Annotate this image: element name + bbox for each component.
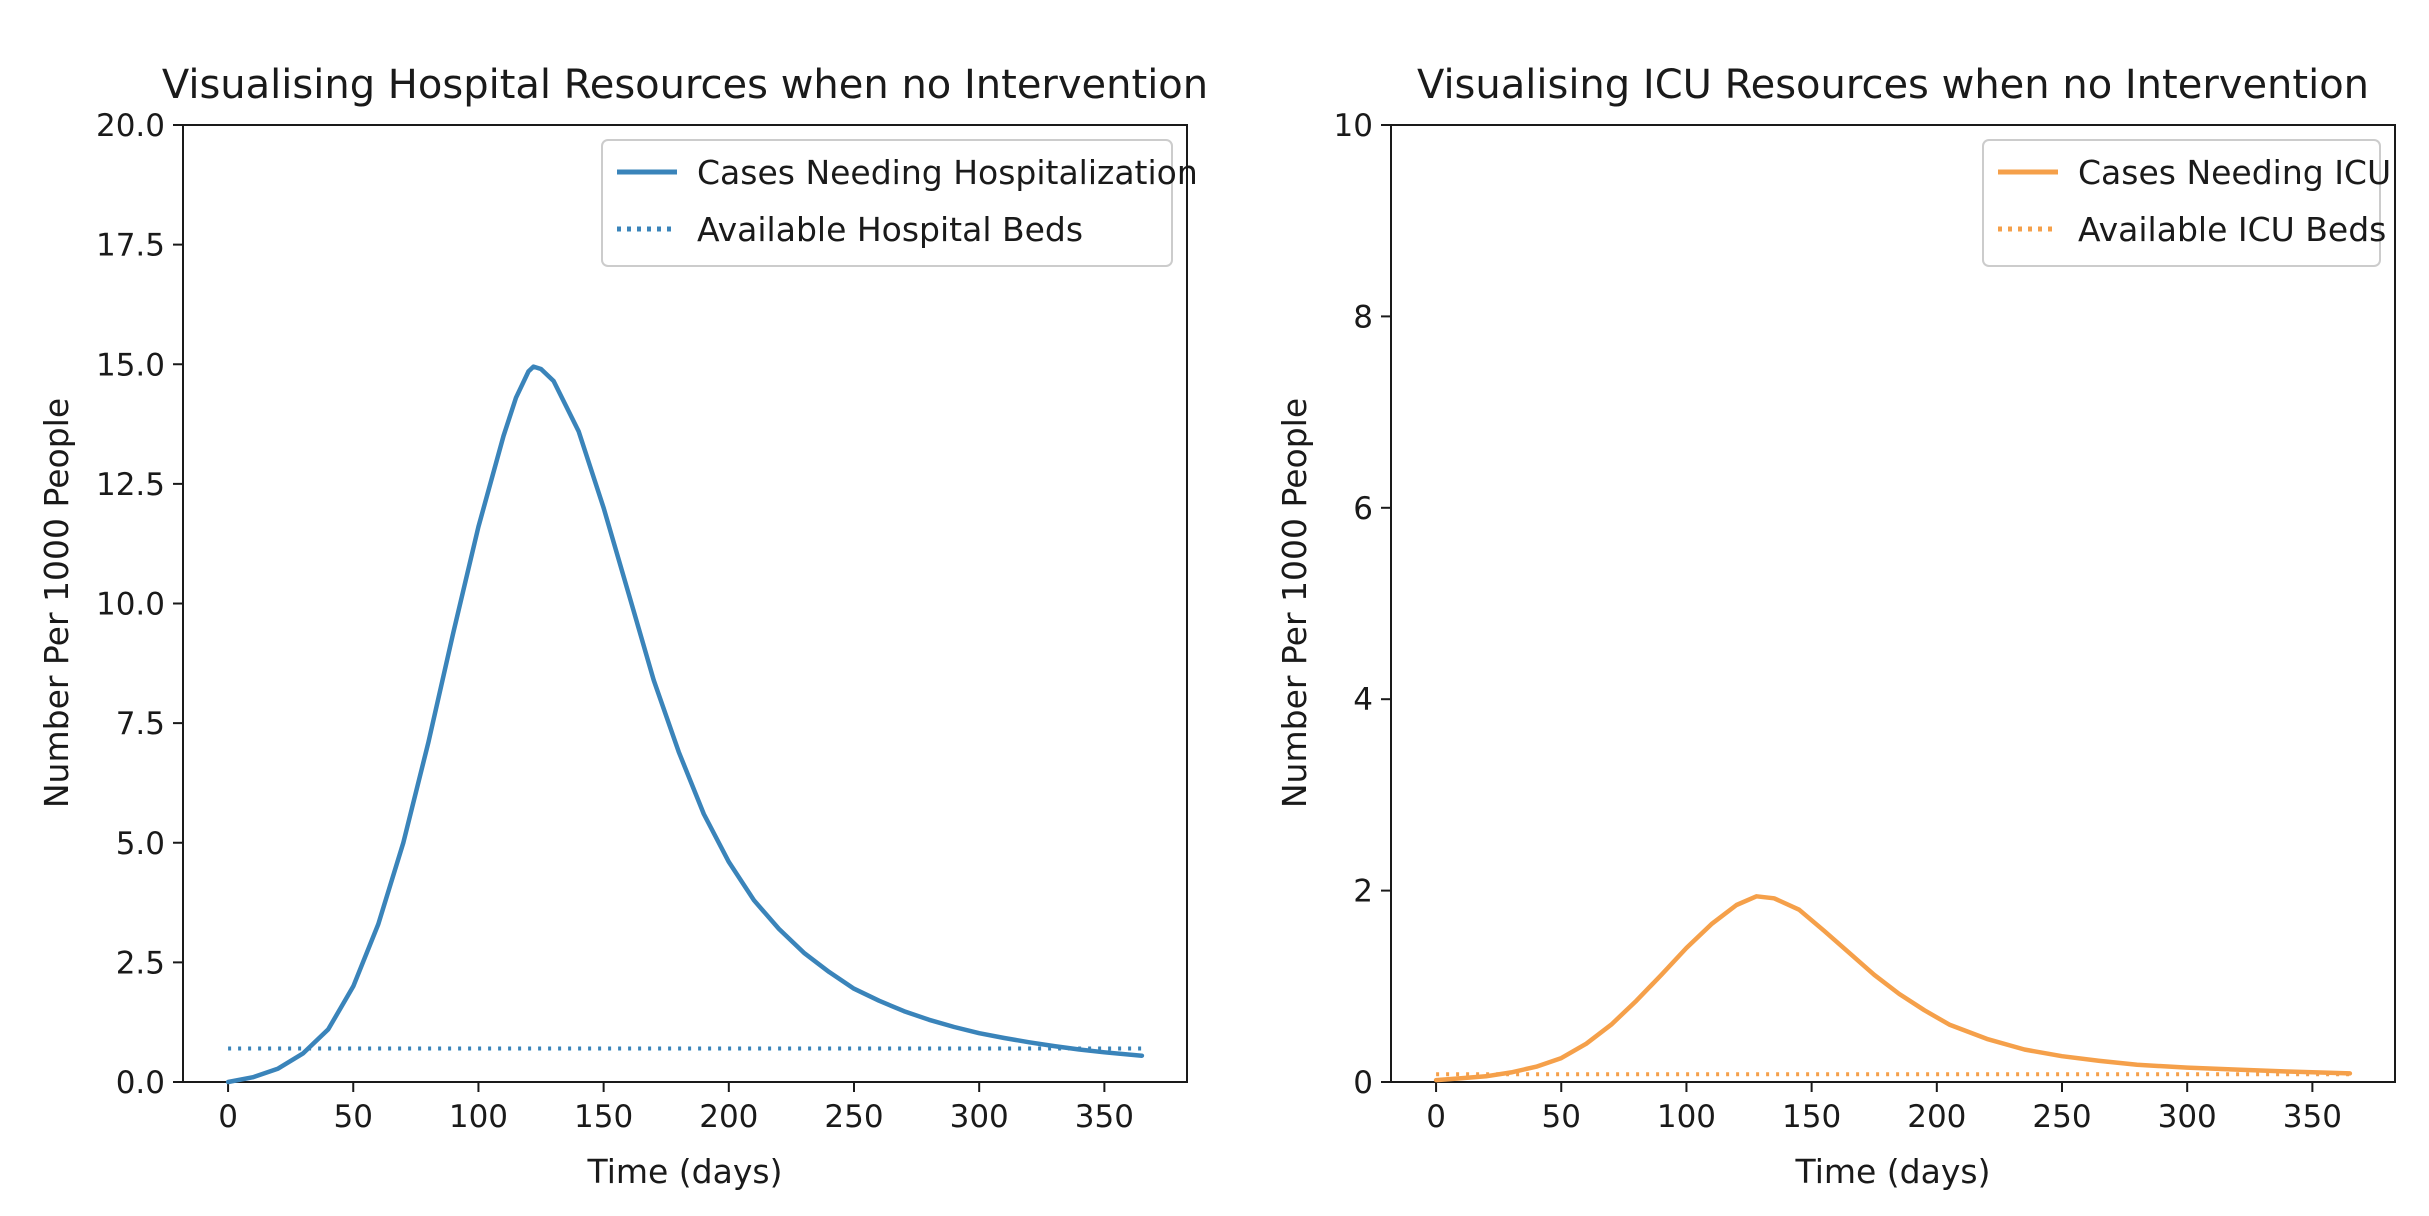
- legend-label: Available ICU Beds: [2078, 210, 2386, 249]
- y-axis-ticks: 0.0 2.5 5.0 7.5 10.0 12.5 15.0 17.5 20.0: [96, 108, 183, 1101]
- legend-label: Cases Needing ICU: [2078, 153, 2391, 192]
- legend-label: Available Hospital Beds: [697, 210, 1083, 249]
- x-tick-label: 0: [1426, 1099, 1446, 1135]
- legend: Cases Needing Hospitalization Available …: [601, 139, 1198, 267]
- x-tick-label: 150: [574, 1099, 633, 1135]
- y-tick-label: 12.5: [96, 467, 165, 503]
- x-axis-label: Time (days): [587, 1152, 783, 1191]
- legend-box: [601, 139, 1173, 267]
- legend-box: [1982, 139, 2381, 267]
- x-axis-ticks: 0 50 100 150 200 250 300 350: [1426, 1082, 2342, 1135]
- x-tick-label: 250: [2032, 1099, 2091, 1135]
- chart-hospital: Visualising Hospital Resources when no I…: [37, 62, 1208, 1191]
- legend: Cases Needing ICU Available ICU Beds: [1982, 139, 2391, 267]
- x-tick-label: 150: [1782, 1099, 1841, 1135]
- y-tick-label: 0.0: [116, 1065, 165, 1101]
- x-axis-label: Time (days): [1795, 1152, 1991, 1191]
- y-tick-label: 15.0: [96, 347, 165, 383]
- y-axis-label: Number Per 1000 People: [1275, 398, 1314, 808]
- y-tick-label: 7.5: [116, 706, 165, 742]
- x-tick-label: 200: [1907, 1099, 1966, 1135]
- y-tick-label: 5.0: [116, 826, 165, 862]
- y-tick-label: 17.5: [96, 228, 165, 264]
- x-tick-label: 50: [334, 1099, 373, 1135]
- y-axis-label: Number Per 1000 People: [37, 398, 76, 808]
- y-tick-label: 6: [1353, 491, 1373, 527]
- y-tick-label: 8: [1353, 299, 1373, 335]
- y-tick-label: 0: [1353, 1065, 1373, 1101]
- x-tick-label: 100: [449, 1099, 508, 1135]
- plot-frame: [182, 124, 1188, 1083]
- y-axis-ticks: 0 2 4 6 8 10: [1334, 108, 1391, 1101]
- series-lines: [1433, 894, 2353, 1083]
- cases-line: [1433, 894, 2353, 1083]
- plot-frame: [1390, 124, 2396, 1083]
- x-tick-label: 300: [950, 1099, 1009, 1135]
- x-tick-label: 350: [1075, 1099, 1134, 1135]
- legend-label: Cases Needing Hospitalization: [697, 153, 1198, 192]
- cases-line: [225, 364, 1145, 1085]
- chart-title: Visualising Hospital Resources when no I…: [162, 62, 1208, 108]
- x-axis-ticks: 0 50 100 150 200 250 300 350: [218, 1082, 1134, 1135]
- y-tick-label: 10.0: [96, 587, 165, 623]
- chart-icu: Visualising ICU Resources when no Interv…: [1275, 62, 2396, 1191]
- x-tick-label: 300: [2158, 1099, 2217, 1135]
- chart-title: Visualising ICU Resources when no Interv…: [1417, 62, 2369, 108]
- x-tick-label: 50: [1542, 1099, 1581, 1135]
- x-tick-label: 350: [2283, 1099, 2342, 1135]
- y-tick-label: 20.0: [96, 108, 165, 144]
- y-tick-label: 4: [1353, 682, 1373, 718]
- y-tick-label: 2: [1353, 874, 1373, 910]
- x-tick-label: 250: [824, 1099, 883, 1135]
- y-tick-label: 10: [1334, 108, 1373, 144]
- x-tick-label: 200: [699, 1099, 758, 1135]
- series-lines: [225, 364, 1145, 1085]
- x-tick-label: 0: [218, 1099, 238, 1135]
- y-tick-label: 2.5: [116, 945, 165, 981]
- x-tick-label: 100: [1657, 1099, 1716, 1135]
